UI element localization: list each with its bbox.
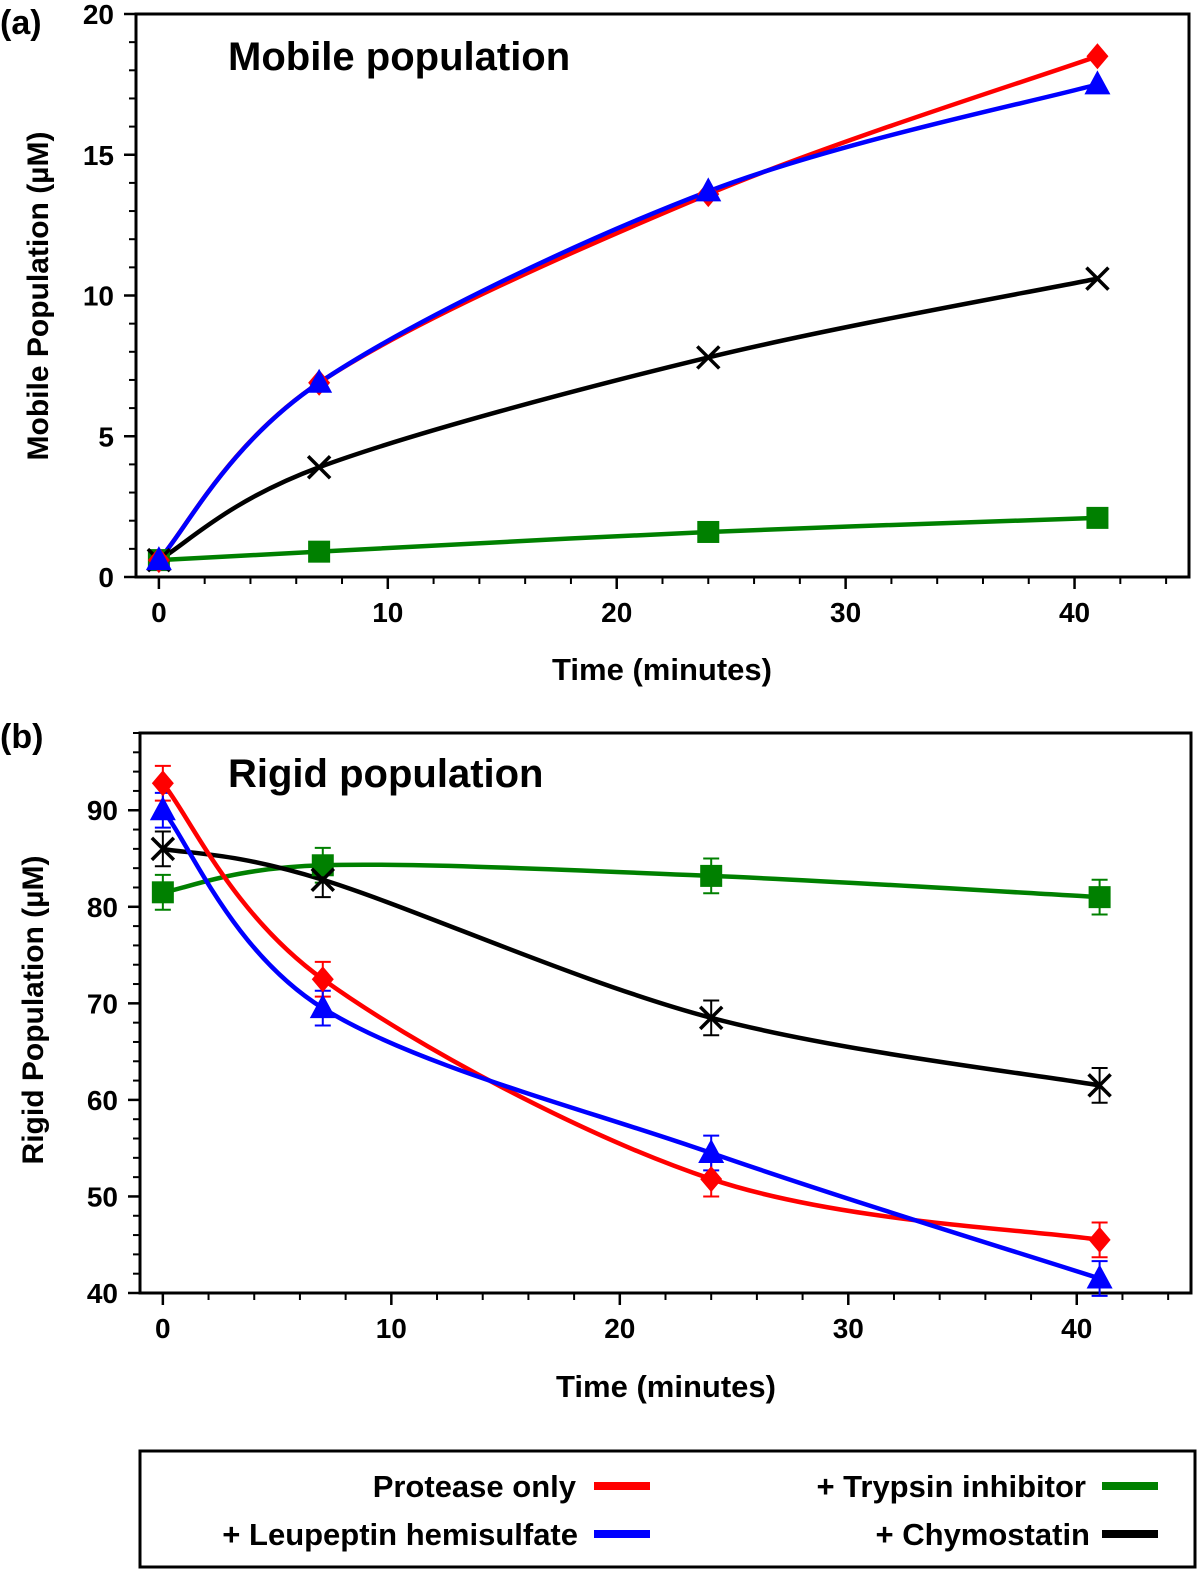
data-point-leupeptin-hemisulfate	[1084, 70, 1111, 95]
y-tick-label-a: 0	[98, 562, 114, 593]
data-point-trypsin-inhibitor	[697, 520, 720, 543]
data-point-chymostatin	[150, 836, 176, 862]
y-tick-label-a: 10	[83, 281, 114, 312]
plot-area-frame-b	[138, 731, 1193, 1295]
y-tick-label-a: 20	[83, 0, 114, 30]
series-lines-b	[160, 780, 1102, 1281]
legend-box	[138, 1449, 1197, 1569]
x-tick-label-a: 0	[151, 597, 167, 628]
series-line-chymostatin	[156, 276, 1100, 563]
legend: Protease only + Trypsin inhibitor + Leup…	[138, 1449, 1197, 1569]
x-tick-label-a: 30	[830, 597, 861, 628]
x-tick-label-b: 10	[376, 1313, 407, 1344]
x-tick-label-b: 0	[155, 1313, 171, 1344]
legend-label-protease-only: Protease only	[373, 1469, 577, 1504]
series-line-protease-only	[160, 780, 1102, 1243]
chart-title-a: Mobile population	[228, 35, 570, 79]
y-tick-label-b: 40	[87, 1278, 118, 1309]
x-axis-label-b: Time (minutes)	[556, 1369, 776, 1404]
x-tick-label-a: 10	[372, 597, 403, 628]
data-point-leupeptin-hemisulfate	[309, 994, 336, 1019]
x-tick-label-b: 40	[1061, 1313, 1092, 1344]
data-point-leupeptin-hemisulfate	[149, 796, 176, 821]
chart-panel-b: Rigid population Time (minutes) Rigid Po…	[17, 731, 1193, 1404]
data-point-chymostatin	[698, 1005, 724, 1031]
x-axis-label-a: Time (minutes)	[552, 652, 772, 687]
y-tick-label-b: 80	[87, 892, 118, 923]
series-line-chymostatin	[160, 846, 1102, 1088]
series-line-leupeptin-hemisulfate	[156, 82, 1100, 563]
series-line-protease-only	[156, 53, 1100, 563]
data-point-trypsin-inhibitor	[1086, 506, 1109, 529]
y-tick-label-b: 50	[87, 1181, 118, 1212]
data-point-protease-only	[700, 1166, 723, 1193]
series-line-leupeptin-hemisulfate	[160, 807, 1102, 1281]
tick-group-b: 0 10 20 30 40 40 50 60 70 80 90	[87, 732, 1170, 1344]
data-point-chymostatin	[310, 867, 336, 892]
data-point-protease-only	[1088, 1226, 1111, 1253]
x-tick-label-a: 20	[601, 597, 632, 628]
data-point-leupeptin-hemisulfate	[145, 546, 172, 571]
y-tick-label-b: 60	[87, 1085, 118, 1116]
series-lines-a	[156, 53, 1100, 563]
data-point-leupeptin-hemisulfate	[1086, 1264, 1113, 1289]
series-markers-b	[149, 770, 1113, 1289]
y-tick-label-b: 70	[87, 988, 118, 1019]
data-point-trypsin-inhibitor	[151, 881, 174, 904]
data-point-protease-only	[151, 770, 174, 797]
legend-label-chymostatin: + Chymostatin	[876, 1517, 1090, 1552]
panel-label-b: (b)	[0, 718, 43, 756]
y-axis-label-b: Rigid Population (µM)	[17, 856, 50, 1165]
y-tick-label-b: 90	[87, 795, 118, 826]
chart-title-b: Rigid population	[228, 752, 544, 796]
plot-area-frame-a	[134, 12, 1191, 579]
data-point-leupeptin-hemisulfate	[306, 368, 333, 393]
data-point-trypsin-inhibitor	[308, 540, 331, 563]
data-point-trypsin-inhibitor	[1088, 886, 1111, 909]
legend-label-leupeptin-hemisulfate: + Leupeptin hemisulfate	[222, 1517, 578, 1552]
data-point-protease-only	[311, 966, 334, 993]
data-point-leupeptin-hemisulfate	[698, 1139, 725, 1163]
data-point-protease-only	[1086, 43, 1109, 70]
y-axis-label-a: Mobile Population (µM)	[22, 132, 55, 461]
series-line-trypsin-inhibitor	[156, 515, 1100, 563]
legend-label-trypsin-inhibitor: + Trypsin inhibitor	[816, 1469, 1086, 1504]
series-line-trypsin-inhibitor	[160, 862, 1102, 900]
data-point-chymostatin	[306, 454, 332, 480]
data-point-trypsin-inhibitor	[311, 854, 334, 877]
error-bars-b	[154, 764, 1108, 1297]
chart-panel-a: Mobile population Time (minutes) Mobile …	[22, 0, 1191, 687]
x-tick-label-b: 30	[833, 1313, 864, 1344]
tick-group-a: 0 10 20 30 40 0 5 10 15 20	[83, 0, 1168, 628]
data-point-chymostatin	[1087, 1073, 1112, 1098]
x-tick-label-a: 40	[1059, 597, 1090, 628]
x-tick-label-b: 20	[604, 1313, 635, 1344]
y-tick-label-a: 15	[83, 140, 114, 171]
series-markers-a	[145, 43, 1111, 574]
data-point-trypsin-inhibitor	[700, 864, 723, 887]
y-tick-label-a: 5	[98, 421, 114, 452]
data-point-leupeptin-hemisulfate	[695, 177, 722, 202]
data-point-chymostatin	[1085, 266, 1110, 291]
panel-label-a: (a)	[0, 4, 42, 42]
data-point-chymostatin	[696, 345, 721, 370]
